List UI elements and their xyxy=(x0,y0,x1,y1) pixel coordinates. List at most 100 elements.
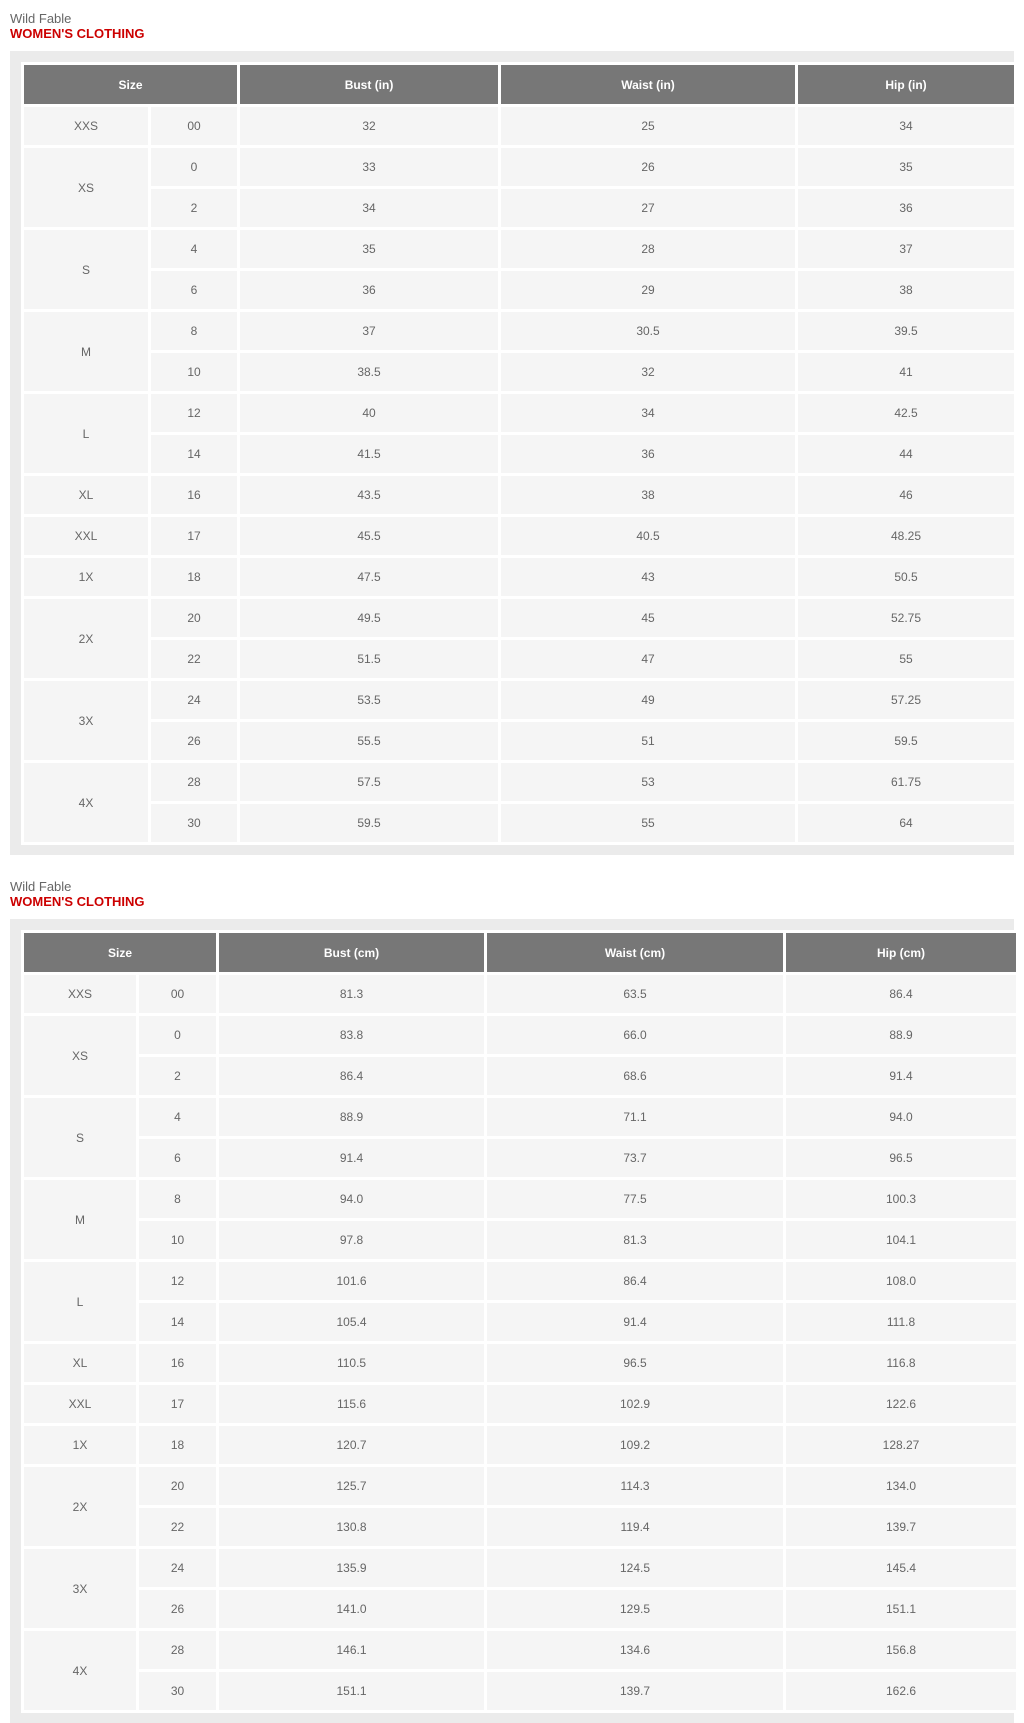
size-chart-table: Size Bust (in) Waist (in) Hip (in) XXS 00 32 25… xyxy=(21,62,1018,845)
header-waist: Waist (in) xyxy=(501,65,796,104)
bust-value: 91.4 xyxy=(219,1139,485,1177)
bust-value: 59.5 xyxy=(240,804,499,842)
size-label: XL xyxy=(24,476,148,514)
waist-value: 119.4 xyxy=(487,1508,784,1546)
bust-value: 97.8 xyxy=(219,1221,485,1259)
hip-value: 86.4 xyxy=(786,975,1017,1013)
table-row: XS 0 83.8 66.0 88.9 xyxy=(24,1016,1017,1095)
size-label: 3X xyxy=(24,1549,136,1628)
bust-value: 88.9 xyxy=(219,1098,485,1136)
hip-value: 48.25 xyxy=(798,517,1015,555)
hip-value: 42.5 xyxy=(798,394,1015,432)
header-hip: Hip (in) xyxy=(798,65,1015,104)
bust-value: 151.1 xyxy=(219,1672,485,1710)
hip-value: 35 xyxy=(798,148,1015,186)
hip-value: 34 xyxy=(798,107,1015,145)
bust-value: 36 xyxy=(240,271,499,309)
numeric-size: 26 xyxy=(139,1590,217,1628)
waist-value: 114.3 xyxy=(487,1467,784,1505)
waist-value: 55 xyxy=(501,804,796,842)
numeric-size: 22 xyxy=(139,1508,217,1546)
table-row: 30 151.1 139.7 162.6 xyxy=(24,1672,1017,1710)
waist-value: 109.2 xyxy=(487,1426,784,1464)
waist-value: 29 xyxy=(501,271,796,309)
waist-value: 139.7 xyxy=(487,1672,784,1710)
numeric-size: 30 xyxy=(151,804,238,842)
waist-value: 66.0 xyxy=(487,1016,784,1054)
bust-value: 32 xyxy=(240,107,499,145)
chart-heading: WOMEN'S CLOTHING xyxy=(10,26,145,41)
hip-value: 55 xyxy=(798,640,1015,678)
header-size: Size xyxy=(24,65,238,104)
table-row: S 4 88.9 71.1 94.0 xyxy=(24,1098,1017,1177)
waist-value: 124.5 xyxy=(487,1549,784,1587)
size-label: L xyxy=(24,1262,136,1341)
table-row: 22 51.5 47 55 xyxy=(24,640,1015,678)
waist-value: 96.5 xyxy=(487,1344,784,1382)
numeric-size: 8 xyxy=(151,312,238,350)
numeric-size: 17 xyxy=(139,1385,217,1423)
size-label: XXL xyxy=(24,517,148,555)
numeric-size: 18 xyxy=(151,558,238,596)
brand-name: Wild Fable xyxy=(10,11,72,26)
table-row: 14 105.4 91.4 111.8 xyxy=(24,1303,1017,1341)
table-row: 10 38.5 32 41 xyxy=(24,353,1015,391)
numeric-size: 14 xyxy=(139,1303,217,1341)
waist-value: 68.6 xyxy=(487,1057,784,1095)
size-label: 2X xyxy=(24,1467,136,1546)
bust-value: 49.5 xyxy=(240,599,499,637)
waist-value: 63.5 xyxy=(487,975,784,1013)
hip-value: 44 xyxy=(798,435,1015,473)
table-row: XS 0 33 26 35 xyxy=(24,148,1015,227)
table-row: XXS 00 32 25 34 xyxy=(24,107,1015,145)
waist-value: 28 xyxy=(501,230,796,268)
bust-value: 57.5 xyxy=(240,763,499,801)
bust-value: 110.5 xyxy=(219,1344,485,1382)
hip-value: 94.0 xyxy=(786,1098,1017,1136)
bust-value: 105.4 xyxy=(219,1303,485,1341)
hip-value: 139.7 xyxy=(786,1508,1017,1546)
table-row: S 4 35 28 37 xyxy=(24,230,1015,309)
waist-value: 134.6 xyxy=(487,1631,784,1669)
size-label: XS xyxy=(24,1016,136,1095)
numeric-size: 18 xyxy=(139,1426,217,1464)
table-row: XXL 17 45.5 40.5 48.25 xyxy=(24,517,1015,555)
waist-value: 53 xyxy=(501,763,796,801)
numeric-size: 0 xyxy=(151,148,238,186)
hip-value: 96.5 xyxy=(786,1139,1017,1177)
table-row: L 12 40 34 42.5 xyxy=(24,394,1015,473)
numeric-size: 20 xyxy=(139,1467,217,1505)
bust-value: 55.5 xyxy=(240,722,499,760)
hip-value: 41 xyxy=(798,353,1015,391)
bust-value: 86.4 xyxy=(219,1057,485,1095)
waist-value: 129.5 xyxy=(487,1590,784,1628)
waist-value: 77.5 xyxy=(487,1180,784,1218)
waist-value: 30.5 xyxy=(501,312,796,350)
waist-value: 81.3 xyxy=(487,1221,784,1259)
hip-value: 116.8 xyxy=(786,1344,1017,1382)
bust-value: 33 xyxy=(240,148,499,186)
hip-value: 134.0 xyxy=(786,1467,1017,1505)
hip-value: 46 xyxy=(798,476,1015,514)
brand-name: Wild Fable xyxy=(10,879,72,894)
hip-value: 156.8 xyxy=(786,1631,1017,1669)
bust-value: 115.6 xyxy=(219,1385,485,1423)
bust-value: 146.1 xyxy=(219,1631,485,1669)
table-row: 6 36 29 38 xyxy=(24,271,1015,309)
size-label: 4X xyxy=(24,763,148,842)
header-hip: Hip (cm) xyxy=(786,933,1017,972)
numeric-size: 8 xyxy=(139,1180,217,1218)
size-label: 1X xyxy=(24,1426,136,1464)
waist-value: 26 xyxy=(501,148,796,186)
numeric-size: 4 xyxy=(139,1098,217,1136)
size-label: L xyxy=(24,394,148,473)
waist-value: 73.7 xyxy=(487,1139,784,1177)
table-row: L 12 101.6 86.4 108.0 xyxy=(24,1262,1017,1341)
waist-value: 38 xyxy=(501,476,796,514)
size-label: S xyxy=(24,230,148,309)
numeric-size: 16 xyxy=(139,1344,217,1382)
hip-value: 151.1 xyxy=(786,1590,1017,1628)
chart-title-block: Wild Fable WOMEN'S CLOTHING xyxy=(0,0,1024,51)
table-row: XXL 17 115.6 102.9 122.6 xyxy=(24,1385,1017,1423)
